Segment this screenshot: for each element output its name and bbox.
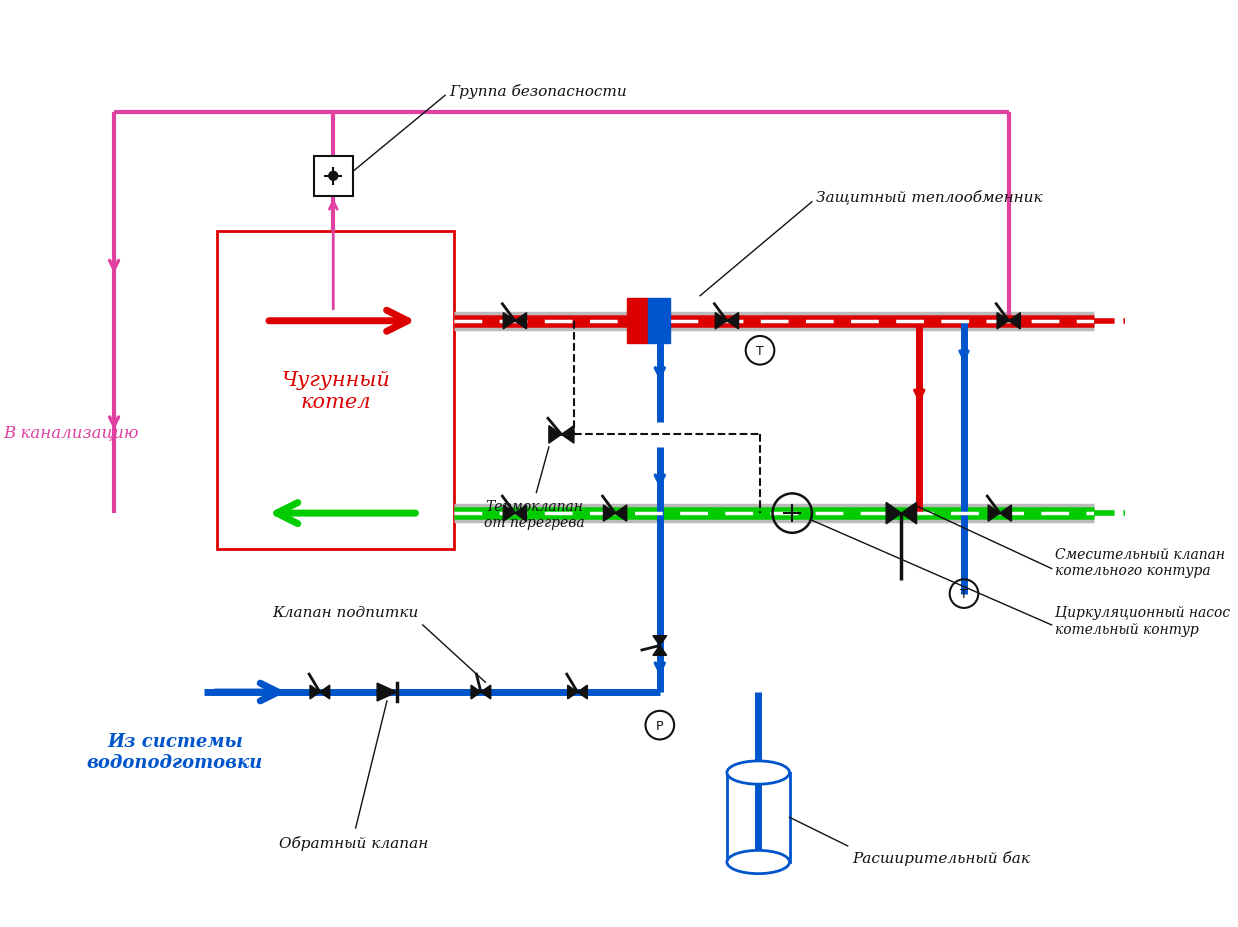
Polygon shape <box>997 313 1009 329</box>
Text: Чугунный
котел: Чугунный котел <box>281 370 390 412</box>
Polygon shape <box>901 502 916 525</box>
Polygon shape <box>310 685 319 699</box>
Polygon shape <box>727 313 739 329</box>
Bar <box>626 299 649 344</box>
Polygon shape <box>603 505 615 522</box>
Polygon shape <box>515 313 526 329</box>
Text: P: P <box>656 718 664 731</box>
Text: Группа безопасности: Группа безопасности <box>449 84 628 99</box>
Polygon shape <box>652 636 667 646</box>
Bar <box>217 232 454 550</box>
Polygon shape <box>470 685 480 699</box>
Bar <box>727 773 790 862</box>
Polygon shape <box>652 646 667 655</box>
Bar <box>313 157 353 197</box>
Polygon shape <box>577 685 587 699</box>
Polygon shape <box>1000 505 1011 522</box>
Ellipse shape <box>727 850 790 874</box>
Polygon shape <box>504 313 515 329</box>
Text: Расширительный бак: Расширительный бак <box>852 850 1030 866</box>
Polygon shape <box>378 683 397 701</box>
Polygon shape <box>515 505 526 522</box>
Polygon shape <box>886 502 901 525</box>
Circle shape <box>329 172 338 181</box>
Text: Из системы
водоподготовки: Из системы водоподготовки <box>87 732 262 771</box>
Text: Клапан подпитки: Клапан подпитки <box>272 605 418 619</box>
Text: В канализацию: В канализацию <box>4 425 139 441</box>
Polygon shape <box>561 426 574 444</box>
Ellipse shape <box>727 761 790 784</box>
Polygon shape <box>988 505 1000 522</box>
Polygon shape <box>568 685 577 699</box>
Text: Обратный клапан: Обратный клапан <box>280 835 428 850</box>
Text: T: T <box>961 588 968 601</box>
Text: T: T <box>756 345 764 358</box>
Polygon shape <box>504 505 515 522</box>
Text: Защитный теплообменник: Защитный теплообменник <box>816 189 1042 204</box>
Polygon shape <box>716 313 727 329</box>
Polygon shape <box>615 505 626 522</box>
Text: Термоклапан
от перегрева: Термоклапан от перегрева <box>484 500 584 529</box>
Polygon shape <box>319 685 329 699</box>
Text: Циркуляционный насос
котельный контур: Циркуляционный насос котельный контур <box>1055 605 1231 636</box>
Bar <box>649 299 670 344</box>
Polygon shape <box>548 426 561 444</box>
Polygon shape <box>1009 313 1020 329</box>
Polygon shape <box>480 685 490 699</box>
Text: Смесительный клапан
котельного контура: Смесительный клапан котельного контура <box>1055 548 1226 578</box>
